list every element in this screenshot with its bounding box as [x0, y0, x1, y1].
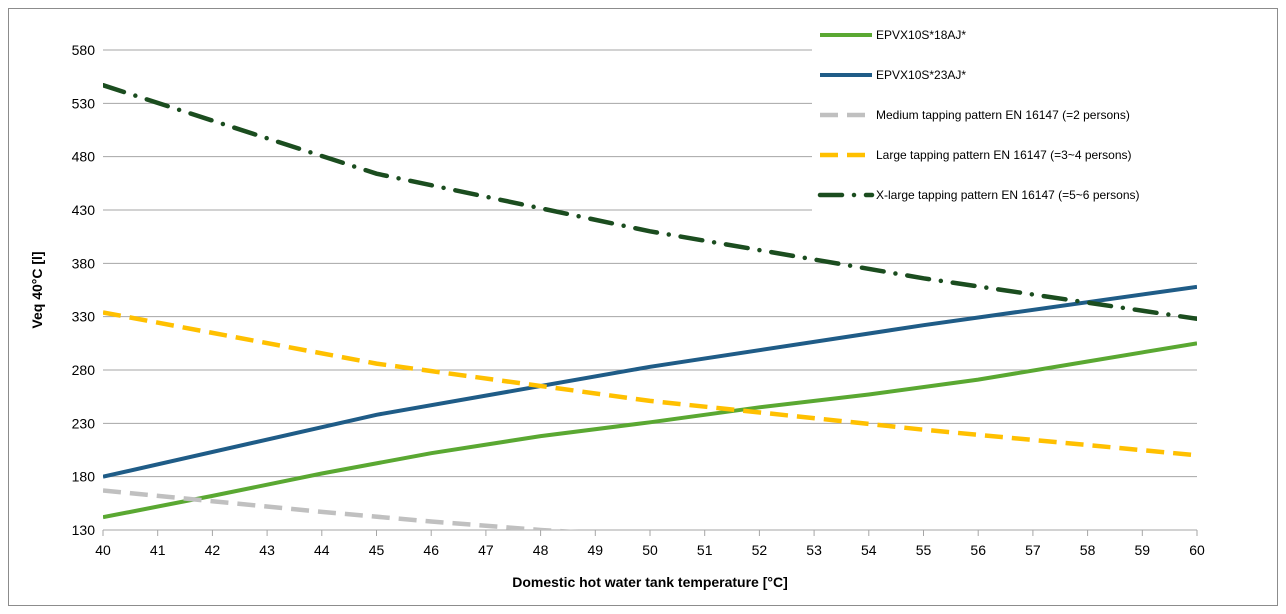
legend-background [812, 18, 1202, 228]
x-tick-label: 53 [806, 542, 822, 558]
x-tick-label: 42 [205, 542, 221, 558]
x-tick-label: 46 [423, 542, 439, 558]
x-tick-label: 57 [1025, 542, 1041, 558]
legend-label: EPVX10S*18AJ* [876, 28, 966, 42]
y-tick-label: 430 [72, 202, 96, 218]
x-tick-label: 40 [95, 542, 111, 558]
y-tick-label: 530 [72, 95, 96, 111]
series-line [103, 284, 1197, 479]
legend: EPVX10S*18AJ* EPVX10S*23AJ* Medium tapping… [812, 18, 1202, 228]
x-tick-label: 56 [970, 542, 986, 558]
x-tick-label: 47 [478, 542, 494, 558]
series-lines [103, 82, 1197, 530]
legend-label: EPVX10S*23AJ* [876, 68, 966, 82]
y-tick-label: 580 [72, 42, 96, 58]
y-tick-label: 330 [72, 309, 96, 325]
x-tick-label: 43 [259, 542, 275, 558]
x-tick-label: 58 [1080, 542, 1096, 558]
x-tick-label: 54 [861, 542, 877, 558]
y-tick-label: 380 [72, 255, 96, 271]
y-tick-label: 230 [72, 415, 96, 431]
legend-label: Medium tapping pattern EN 16147 (=2 pers… [876, 108, 1130, 122]
x-tick-label: 41 [150, 542, 166, 558]
series-line [103, 341, 1197, 520]
x-tick-label: 52 [752, 542, 768, 558]
x-tick-label: 50 [642, 542, 658, 558]
series-line [103, 82, 1197, 322]
x-tick-label: 59 [1135, 542, 1151, 558]
x-tick-label: 55 [916, 542, 932, 558]
y-tick-label: 480 [72, 149, 96, 165]
x-tick-label: 51 [697, 542, 713, 558]
x-tick-label: 60 [1189, 542, 1205, 558]
x-axis-title: Domestic hot water tank temperature [°C] [512, 574, 788, 590]
axes [102, 529, 1198, 536]
y-tick-label: 180 [72, 469, 96, 485]
series-line [103, 310, 1197, 458]
tick-labels: 130 180 230 280 330 380 430 480 530 580 40 41 42 43 44… [72, 42, 1205, 558]
y-axis-title: Veq 40°C [l] [29, 251, 45, 328]
x-tick-label: 48 [533, 542, 549, 558]
x-tick-label: 45 [369, 542, 385, 558]
series-line [103, 488, 580, 530]
y-tick-label: 130 [72, 522, 96, 538]
x-tick-label: 49 [588, 542, 604, 558]
legend-label: Large tapping pattern EN 16147 (=3~4 per… [876, 148, 1132, 162]
y-tick-label: 280 [72, 362, 96, 378]
x-tick-label: 44 [314, 542, 330, 558]
legend-label: X-large tapping pattern EN 16147 (=5~6 p… [876, 188, 1140, 202]
